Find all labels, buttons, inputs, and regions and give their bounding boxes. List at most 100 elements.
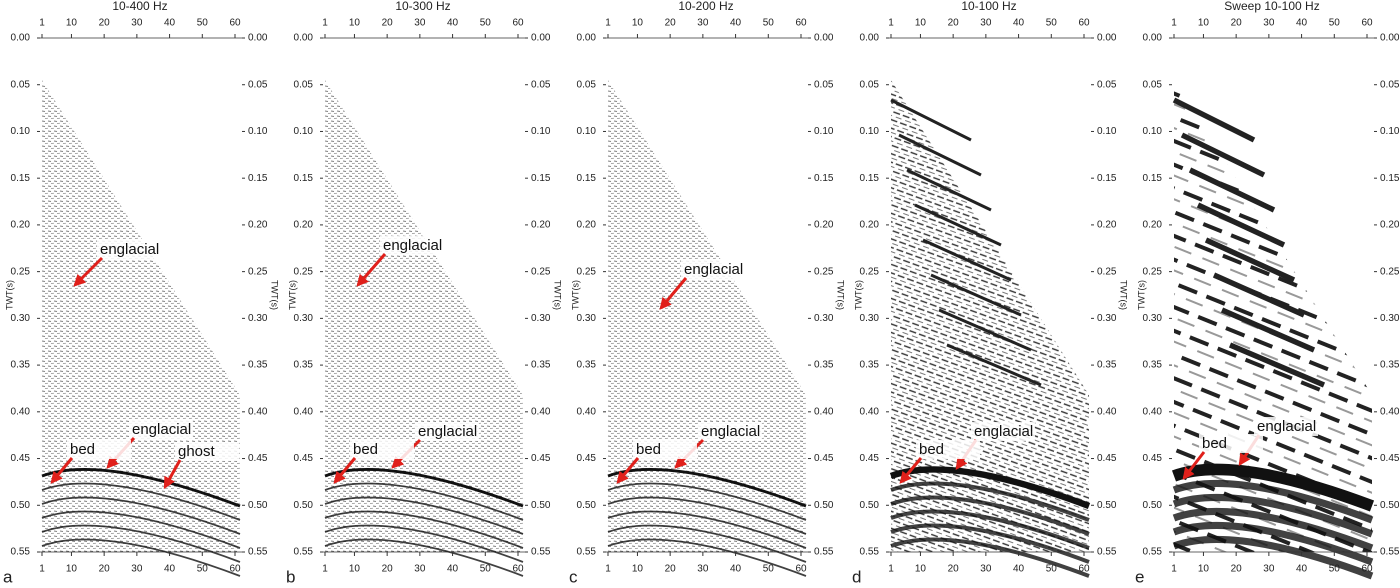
x-tick-label: 1 <box>39 564 45 575</box>
panel: 1 1 10 10 20 20 30 30 40 40 50 50 60 60 0.00 0.00 0.05 0.… <box>3 0 280 586</box>
x-tick-label: 10 <box>915 18 927 29</box>
x-tick-label: 20 <box>382 18 394 29</box>
reflector <box>607 496 807 535</box>
y-tick-label: 0.15 <box>248 173 268 184</box>
arrow <box>50 457 74 484</box>
y-tick-label: 0.00 <box>814 33 834 44</box>
y-tick-label: 0.15 <box>1143 173 1163 184</box>
panel: 1 1 10 10 20 20 30 30 40 40 50 50 60 60 0.00 0.00 0.05 0.… <box>1135 0 1400 586</box>
y-tick-label: 0.50 <box>1097 500 1117 511</box>
y-tick-label: 0.45 <box>860 453 880 464</box>
y-tick-label: 0.15 <box>294 173 314 184</box>
x-tick-label: 20 <box>948 18 960 29</box>
y-tick-label: 0.55 <box>248 547 268 558</box>
reflector <box>1180 132 1266 178</box>
x-tick-label: 10 <box>66 18 78 29</box>
x-tick-label: 30 <box>131 18 143 29</box>
annotation: bed <box>919 441 944 458</box>
y-tick-label: 0.35 <box>814 360 834 371</box>
x-tick-label: 1 <box>322 18 328 29</box>
label-bg <box>380 236 444 255</box>
x-tick-label: 30 <box>697 18 709 29</box>
label-bg <box>350 440 414 459</box>
y-tick-label: 0.55 <box>860 547 880 558</box>
x-tick-label: 40 <box>1296 564 1308 575</box>
reflector <box>41 496 241 535</box>
x-tick-label: 60 <box>229 18 241 29</box>
y-tick-label: 0.25 <box>1380 266 1400 277</box>
y-tick-label: 0.25 <box>294 266 314 277</box>
reflector <box>1196 202 1286 248</box>
reflector <box>324 482 524 521</box>
x-tick-label: 10 <box>632 564 644 575</box>
y-tick-label: 0.10 <box>531 126 551 137</box>
y-tick-label: 0.30 <box>860 313 880 324</box>
reflector <box>1172 479 1374 524</box>
reflector <box>607 524 807 563</box>
y-tick-label: 0.20 <box>860 220 880 231</box>
y-tick-label: 0.10 <box>294 126 314 137</box>
x-tick-label: 30 <box>414 564 426 575</box>
y-tick-label: 0.05 <box>11 79 31 90</box>
annotation: englacial <box>383 237 442 254</box>
y-tick-label: 0.40 <box>1143 406 1163 417</box>
y-tick-label: 0.30 <box>577 313 597 324</box>
y-tick-label: 0.40 <box>294 406 314 417</box>
y-tick-label: 0.55 <box>531 547 551 558</box>
reflector <box>41 524 241 563</box>
y-axis-label: TWT(s) <box>853 280 863 310</box>
x-tick-label: 10 <box>349 18 361 29</box>
y-tick-label: 0.50 <box>294 500 314 511</box>
annotation: ghost <box>178 443 216 460</box>
reflector <box>1172 493 1374 538</box>
y-tick-label: 0.20 <box>1143 220 1163 231</box>
y-tick-label: 0.55 <box>11 547 31 558</box>
label-bg <box>175 442 239 461</box>
reflector <box>607 538 807 577</box>
y-tick-label: 0.10 <box>1380 126 1400 137</box>
y-tick-label: 0.00 <box>577 33 597 44</box>
arrow <box>163 459 182 490</box>
y-tick-label: 0.00 <box>1097 33 1117 44</box>
y-tick-label: 0.55 <box>1380 547 1400 558</box>
x-tick-label: 10 <box>1198 18 1210 29</box>
y-tick-label: 0.45 <box>11 453 31 464</box>
x-tick-label: 1 <box>322 564 328 575</box>
y-axis-label: TWT(s) <box>4 280 14 310</box>
y-tick-label: 0.30 <box>248 313 268 324</box>
x-tick-label: 10 <box>1198 564 1210 575</box>
panel-letter: e <box>1135 567 1144 586</box>
reflector <box>324 538 524 577</box>
reflector <box>1172 97 1256 143</box>
panel-title: 10-200 Hz <box>678 0 733 13</box>
y-tick-label: 0.05 <box>860 79 880 90</box>
y-tick-label: 0.40 <box>1380 406 1400 417</box>
y-tick-label: 0.25 <box>248 266 268 277</box>
x-tick-label: 60 <box>512 18 524 29</box>
y-tick-label: 0.05 <box>577 79 597 90</box>
x-tick-label: 40 <box>447 18 459 29</box>
y-tick-label: 0.00 <box>860 33 880 44</box>
reflector <box>946 343 1042 387</box>
reflector <box>890 523 1090 564</box>
x-tick-label: 60 <box>512 564 524 575</box>
reflector <box>938 308 1032 352</box>
x-tick-label: 30 <box>697 564 709 575</box>
reflector <box>890 509 1090 550</box>
seismic-image <box>891 80 1089 552</box>
label-bg <box>1254 417 1318 436</box>
annotation: englacial <box>684 261 743 278</box>
reflector <box>922 238 1012 282</box>
x-tick-label: 30 <box>414 18 426 29</box>
y-tick-label: 0.05 <box>1380 79 1400 90</box>
reflector <box>1212 272 1306 318</box>
y-tick-label: 0.10 <box>860 126 880 137</box>
x-tick-label: 10 <box>349 564 361 575</box>
seismic-image <box>608 80 806 552</box>
y-tick-label: 0.40 <box>11 406 31 417</box>
annotation: englacial <box>1257 418 1316 435</box>
reflector <box>1220 307 1316 353</box>
y-tick-label: 0.30 <box>294 313 314 324</box>
y-tick-label: 0.50 <box>531 500 551 511</box>
y-tick-label: 0.35 <box>1097 360 1117 371</box>
